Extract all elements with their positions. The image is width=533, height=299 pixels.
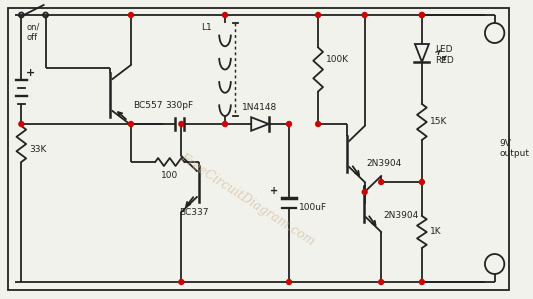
Polygon shape <box>251 117 269 131</box>
Circle shape <box>128 121 133 126</box>
Circle shape <box>223 13 228 18</box>
Text: 9V
output: 9V output <box>499 139 529 158</box>
Text: FreeCircuitDiagram.com: FreeCircuitDiagram.com <box>177 152 317 248</box>
Text: 100: 100 <box>161 171 179 180</box>
Circle shape <box>316 13 320 18</box>
Circle shape <box>362 190 367 195</box>
Circle shape <box>287 280 292 285</box>
Circle shape <box>419 280 424 285</box>
Text: L1: L1 <box>201 22 212 31</box>
Circle shape <box>362 13 367 18</box>
Text: BC557: BC557 <box>133 100 163 109</box>
Circle shape <box>379 280 384 285</box>
Text: 2N3904: 2N3904 <box>383 211 418 220</box>
Circle shape <box>179 280 184 285</box>
Circle shape <box>19 121 24 126</box>
Text: +: + <box>270 186 278 196</box>
Text: 15K: 15K <box>430 118 447 126</box>
Circle shape <box>419 13 424 18</box>
Circle shape <box>223 121 228 126</box>
Text: 33K: 33K <box>29 144 46 153</box>
Circle shape <box>316 121 320 126</box>
Text: +: + <box>26 68 35 78</box>
Circle shape <box>419 179 424 184</box>
Text: 1N4148: 1N4148 <box>243 103 278 112</box>
Circle shape <box>128 13 133 18</box>
Polygon shape <box>415 44 429 62</box>
Text: on/
off: on/ off <box>26 23 39 42</box>
Text: 100K: 100K <box>326 55 349 64</box>
Text: 1K: 1K <box>430 228 441 237</box>
Text: BC337: BC337 <box>179 208 209 217</box>
Circle shape <box>419 13 424 18</box>
Text: LED
RED: LED RED <box>435 45 454 65</box>
Circle shape <box>379 179 384 184</box>
Circle shape <box>287 121 292 126</box>
Text: 100uF: 100uF <box>298 204 327 213</box>
Circle shape <box>179 121 184 126</box>
Text: 330pF: 330pF <box>165 101 193 110</box>
Text: 2N3904: 2N3904 <box>367 159 402 169</box>
